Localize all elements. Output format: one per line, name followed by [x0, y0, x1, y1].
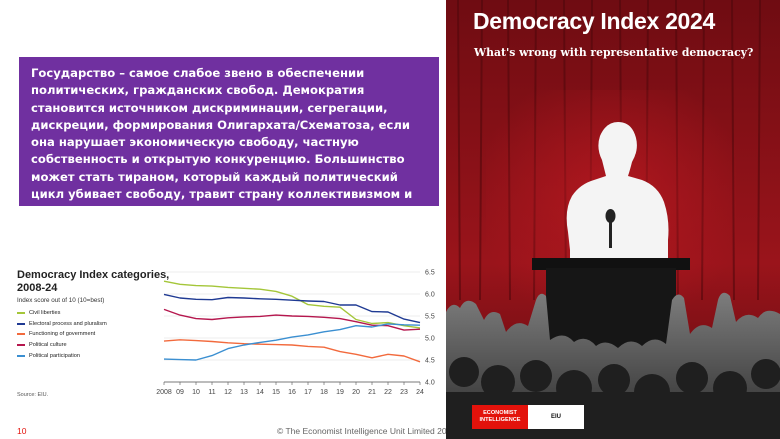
- copyright-text: © The Economist Intelligence Unit Limite…: [277, 426, 457, 436]
- legend-item: Civil liberties: [17, 308, 107, 319]
- legend-label: Civil liberties: [29, 310, 61, 317]
- chart-title: Democracy Index categories, 2008-24: [17, 269, 170, 294]
- report-cover: Democracy Index 2024 What's wrong with r…: [446, 0, 780, 439]
- x-tick-label: 17: [304, 389, 312, 396]
- y-tick-label: 5.0: [425, 336, 435, 343]
- x-tick-label: 12: [224, 389, 232, 396]
- legend-label: Functioning of government: [29, 331, 96, 338]
- y-tick-label: 5.5: [425, 314, 435, 321]
- report-page: Государство – самое слабое звено в обесп…: [17, 57, 457, 436]
- legend-item: Political culture: [17, 340, 107, 351]
- page-number: 10: [17, 426, 27, 436]
- x-tick-label: 19: [336, 389, 344, 396]
- logo-economist-intelligence: ECONOMIST INTELLIGENCE: [472, 405, 528, 429]
- x-tick-label: 09: [176, 389, 184, 396]
- legend-swatch: [17, 344, 25, 347]
- eiu-logo: ECONOMIST INTELLIGENCE EIU: [472, 405, 584, 429]
- microphone-stand: [609, 218, 612, 248]
- lectern-top: [532, 258, 690, 270]
- cover-title: Democracy Index 2024: [473, 8, 716, 34]
- series-line-functioning-of-government: [163, 339, 421, 363]
- y-tick-label: 4.0: [425, 380, 435, 387]
- legend-label: Political participation: [29, 352, 80, 359]
- legend-item: Functioning of government: [17, 329, 107, 340]
- x-tick-label: 18: [320, 389, 328, 396]
- x-tick-label: 21: [368, 389, 376, 396]
- source-note: Source: EIU.: [17, 392, 49, 398]
- legend-item: Electoral process and pluralism: [17, 319, 107, 330]
- y-tick-label: 6.5: [425, 270, 435, 277]
- speaker-illustration: [446, 0, 780, 439]
- x-tick-label: 22: [384, 389, 392, 396]
- legend-label: Electoral process and pluralism: [29, 320, 107, 327]
- legend-swatch: [17, 312, 25, 315]
- legend-label: Political culture: [29, 342, 67, 349]
- x-tick-label: 16: [288, 389, 296, 396]
- microphone-icon: [605, 209, 616, 223]
- x-tick-label: 11: [208, 389, 215, 396]
- y-tick-label: 4.5: [425, 358, 435, 365]
- chart-subtitle: Index score out of 10 (10=best): [17, 297, 105, 304]
- cover-subtitle: What's wrong with representative democra…: [474, 46, 754, 59]
- x-tick-label: 14: [256, 389, 264, 396]
- line-chart: 6.5 6.0 5.5 5.0 4.5 4.0 2008 09 10 11 12 13 14 15 16 17…: [156, 270, 435, 397]
- series-line-electoral-process-and-pluralism: [163, 293, 421, 324]
- series-line-political-participation: [163, 323, 421, 361]
- series-line-civil-liberties: [163, 280, 421, 329]
- x-tick-label: 15: [272, 389, 280, 396]
- x-tick-label: 13: [240, 389, 248, 396]
- x-tick-label: 23: [400, 389, 408, 396]
- logo-eiu: EIU: [528, 405, 584, 429]
- x-tick-label: 20: [352, 389, 360, 396]
- x-tick-label: 24: [416, 389, 424, 396]
- speaker-silhouette: [566, 122, 669, 262]
- legend-swatch: [17, 322, 25, 325]
- legend-swatch: [17, 333, 25, 336]
- legend-swatch: [17, 354, 25, 357]
- y-tick-label: 6.0: [425, 292, 435, 299]
- callout-box: Государство – самое слабое звено в обесп…: [19, 57, 439, 218]
- chart-legend: Civil liberties Electoral process and pl…: [17, 308, 107, 361]
- legend-item: Political participation: [17, 350, 107, 361]
- x-tick-label: 10: [192, 389, 200, 396]
- x-tick-label: 2008: [156, 389, 172, 396]
